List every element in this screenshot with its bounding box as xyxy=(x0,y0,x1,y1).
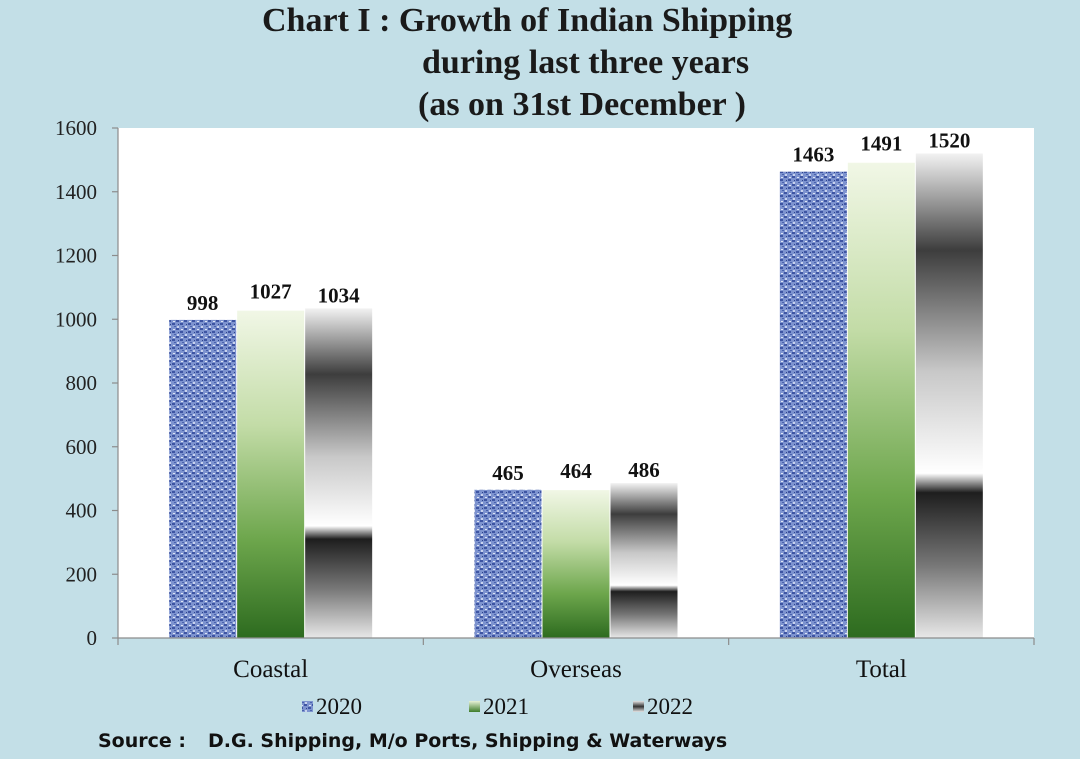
source-label: Source : xyxy=(98,730,186,752)
legend-label-2020: 2020 xyxy=(316,694,362,719)
legend-label-2022: 2022 xyxy=(647,694,693,719)
data-label-coastal-2022: 1034 xyxy=(318,283,361,307)
y-tick-label-1600: 1600 xyxy=(55,116,97,140)
y-tick-label-200: 200 xyxy=(66,562,98,586)
legend-swatch-2021 xyxy=(469,701,480,712)
bar-total-2020 xyxy=(779,171,847,638)
bar-total-2021 xyxy=(847,162,915,638)
category-label-coastal: Coastal xyxy=(233,656,308,683)
bar-total-2022 xyxy=(915,153,983,638)
data-label-coastal-2020: 998 xyxy=(187,291,219,315)
chart-title-line-1: Chart I : Growth of Indian Shipping xyxy=(262,2,793,39)
y-tick-label-1400: 1400 xyxy=(55,180,97,204)
y-tick-label-800: 800 xyxy=(66,371,98,395)
legend-label-2021: 2021 xyxy=(483,694,529,719)
bar-overseas-2020 xyxy=(474,489,542,638)
category-label-total: Total xyxy=(856,656,907,683)
bar-coastal-2021 xyxy=(237,310,305,638)
legend-swatch-2022 xyxy=(633,701,644,712)
category-label-overseas: Overseas xyxy=(530,656,622,683)
data-label-total-2020: 1463 xyxy=(792,143,834,167)
source-note: Source : D.G. Shipping, M/o Ports, Shippi… xyxy=(98,730,727,752)
data-label-overseas-2022: 486 xyxy=(628,458,660,482)
bar-overseas-2022 xyxy=(610,483,678,638)
bar-overseas-2021 xyxy=(542,490,610,638)
bar-coastal-2022 xyxy=(305,308,373,638)
y-tick-label-1000: 1000 xyxy=(55,307,97,331)
chart-title-line-3: (as on 31st December ) xyxy=(418,86,746,123)
data-label-total-2022: 1520 xyxy=(928,129,970,153)
source-text: D.G. Shipping, M/o Ports, Shipping & Wat… xyxy=(208,730,728,752)
data-label-overseas-2020: 465 xyxy=(492,461,524,485)
legend-swatch-2020 xyxy=(302,701,313,712)
data-label-coastal-2021: 1027 xyxy=(250,280,292,304)
bar-chart: 0 200 400 600 800 1000 1200 1400 1600 998 1027 103… xyxy=(55,116,1035,719)
y-tick-label-600: 600 xyxy=(66,435,98,459)
chart-title-line-2: during last three years xyxy=(422,44,750,81)
data-label-total-2021: 1491 xyxy=(860,132,902,156)
bar-coastal-2020 xyxy=(169,319,237,638)
y-tick-label-400: 400 xyxy=(66,499,98,523)
y-tick-label-0: 0 xyxy=(87,626,98,650)
y-tick-label-1200: 1200 xyxy=(55,244,97,268)
legend: 2020 2021 2022 xyxy=(302,694,693,719)
data-label-overseas-2021: 464 xyxy=(560,459,592,483)
